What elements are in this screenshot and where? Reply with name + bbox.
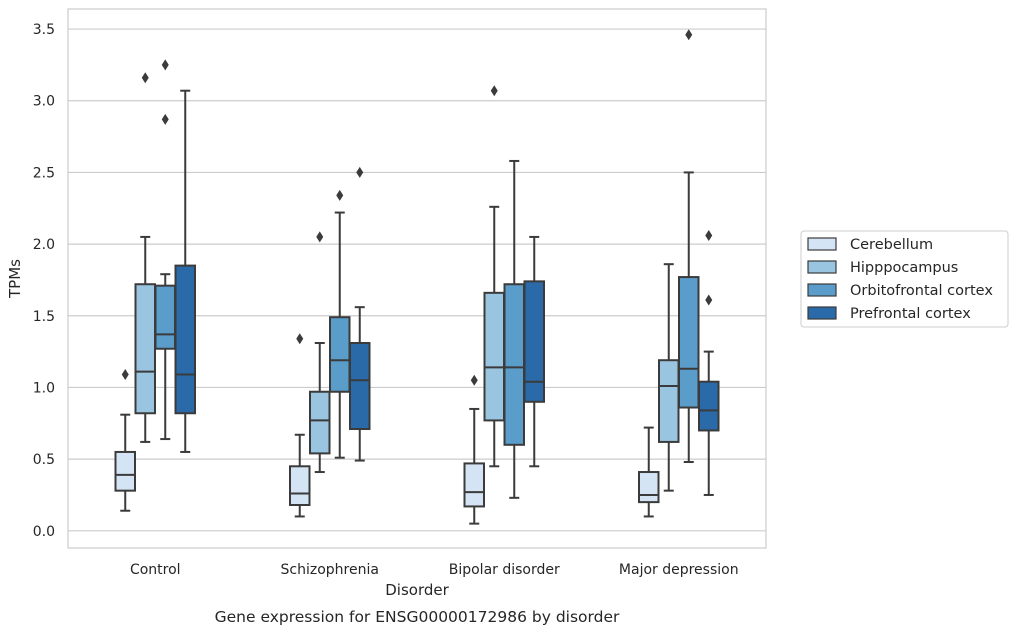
plot-frame <box>67 8 767 549</box>
y-tick-label: 0.5 <box>33 452 55 468</box>
outlier-point <box>705 229 713 241</box>
x-tick-label: Control <box>130 562 181 578</box>
y-tick-labels: 0.0 0.5 1.0 1.5 2.0 2.5 3.0 3.5 <box>33 22 55 540</box>
box <box>523 280 545 403</box>
legend-frame <box>800 230 1009 328</box>
outlier-point <box>470 374 478 386</box>
box-group <box>503 159 525 499</box>
outlier-point <box>161 113 169 125</box>
box <box>463 462 485 508</box>
boxes <box>114 29 720 525</box>
box-group <box>658 263 680 492</box>
y-tick-label: 3.5 <box>33 22 55 38</box>
outlier-point <box>705 294 713 306</box>
box <box>658 359 680 443</box>
y-tick-label: 3.0 <box>33 94 55 110</box>
x-tick-labels: Control Schizophrenia Bipolar disorder Majo… <box>130 562 739 578</box>
legend-swatch <box>807 237 837 251</box>
box <box>114 450 136 492</box>
box <box>289 465 311 506</box>
legend-label: Orbitofrontal cortex <box>850 283 993 299</box>
outlier-point <box>490 85 498 97</box>
outlier-point <box>356 166 364 178</box>
box <box>349 342 371 431</box>
box <box>698 380 720 432</box>
x-tick-label: Bipolar disorder <box>449 562 560 578</box>
box <box>154 284 176 350</box>
box-group <box>483 85 505 468</box>
y-tick-label: 1.5 <box>33 309 55 325</box>
box-group <box>114 369 136 512</box>
box <box>174 264 196 415</box>
box-group <box>349 166 371 462</box>
box <box>678 276 700 409</box>
box-group <box>463 374 485 525</box>
figure-caption: Gene expression for ENSG00000172986 by d… <box>215 608 620 626</box>
y-tick-label: 2.5 <box>33 165 55 181</box>
box-group <box>523 235 545 468</box>
box <box>329 316 351 393</box>
x-axis-label: Disorder <box>385 581 449 599</box>
outlier-point <box>685 29 693 41</box>
outlier-point <box>296 333 304 345</box>
y-axis-label: TPMs <box>6 259 24 299</box>
x-tick-label: Major depression <box>619 562 739 578</box>
legend-swatch <box>807 260 837 274</box>
y-tick-label: 1.0 <box>33 380 55 396</box>
legend-swatch <box>807 306 837 320</box>
y-tick-label: 2.0 <box>33 237 55 253</box>
gridlines <box>68 28 766 532</box>
box-group <box>309 231 331 474</box>
box-group <box>289 333 311 518</box>
legend: Cerebellum Hipppocampus Orbitofrontal cort… <box>800 230 1009 328</box>
outlier-point <box>121 369 129 381</box>
x-tick-label: Schizophrenia <box>281 562 379 578</box>
box <box>309 390 331 455</box>
y-tick-label: 0.0 <box>33 524 55 540</box>
outlier-point <box>336 189 344 201</box>
outlier-point <box>161 59 169 71</box>
box-group <box>329 189 351 459</box>
box-group <box>638 426 660 518</box>
box-group <box>678 29 700 463</box>
box-group <box>698 229 720 496</box>
box <box>134 283 156 415</box>
box-group <box>134 72 156 443</box>
box <box>638 471 660 504</box>
box <box>503 283 525 446</box>
outlier-point <box>141 72 149 84</box>
box-group <box>154 59 176 441</box>
box-group <box>174 89 196 453</box>
legend-label: Prefrontal cortex <box>850 306 971 322</box>
legend-swatch <box>807 283 837 297</box>
legend-label: Cerebellum <box>850 237 933 253</box>
box <box>483 291 505 422</box>
legend-label: Hipppocampus <box>850 260 958 276</box>
outlier-point <box>316 231 324 243</box>
